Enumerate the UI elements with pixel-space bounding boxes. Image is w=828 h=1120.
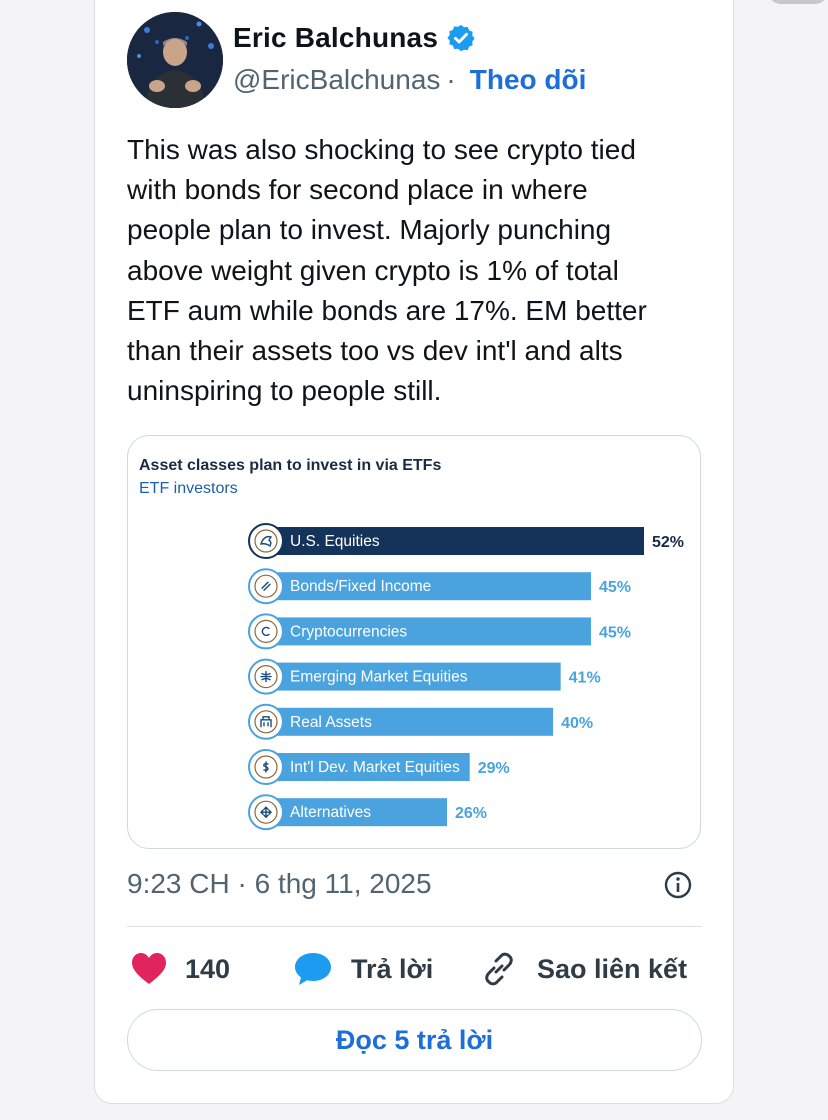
avatar[interactable]	[127, 12, 223, 108]
tweet-timestamp[interactable]: 9:23 CH · 6 thg 11, 2025	[127, 868, 432, 899]
author-handle[interactable]: @EricBalchunas	[233, 64, 441, 95]
bar	[264, 662, 561, 691]
author-block: Eric Balchunas @EricBalchunas · Theo dõi	[233, 20, 586, 96]
author-name[interactable]: Eric Balchunas	[233, 22, 439, 53]
bar	[264, 753, 470, 781]
like-button[interactable]: 140	[131, 946, 230, 992]
like-count: 140	[185, 953, 231, 984]
bar	[264, 527, 644, 555]
avatar-image	[127, 12, 223, 108]
tweet-line: ETF aum while bonds are 17%. EM better	[127, 294, 647, 326]
follow-button[interactable]: Theo dõi	[469, 64, 587, 95]
dollar-coin-icon	[263, 761, 269, 773]
bar-value-label: 26%	[455, 805, 487, 822]
bar	[264, 617, 591, 646]
bar-category-label: Emerging Market Equities	[290, 669, 468, 686]
tweet-line: uninspiring to people still.	[127, 375, 442, 407]
tweet-text: This was also shocking to see crypto tie…	[127, 130, 707, 411]
info-icon[interactable]	[663, 870, 693, 900]
bar-category-label: Cryptocurrencies	[290, 623, 407, 640]
bar-icon-inner	[254, 529, 278, 553]
bar-chart: Asset classes plan to invest in via ETFs…	[139, 457, 684, 831]
tweet-media-chart[interactable]: Asset classes plan to invest in via ETFs…	[127, 435, 701, 849]
bar-category-label: Int'l Dev. Market Equities	[290, 759, 460, 776]
heart-icon	[132, 953, 166, 984]
eagle-icon	[259, 535, 273, 548]
verified-badge-icon	[447, 24, 475, 52]
arrows-icon	[260, 806, 272, 819]
bar-category-label: Real Assets	[290, 714, 372, 731]
bar-icon-inner	[254, 755, 278, 779]
bar	[264, 707, 554, 736]
read-replies-button[interactable]: Đọc 5 trả lời	[127, 1009, 702, 1071]
bar-icon-inner	[254, 574, 278, 598]
bar-icon-inner	[254, 665, 278, 689]
bar-value-label: 41%	[569, 670, 601, 687]
tweet-line: This was also shocking to see crypto tie…	[127, 134, 636, 165]
bar-category-label: Alternatives	[290, 804, 371, 821]
tweet-line: above weight given crypto is 1% of total	[127, 254, 619, 286]
bar-category-label: Bonds/Fixed Income	[290, 578, 431, 595]
chart-subtitle: ETF investors	[139, 480, 238, 497]
copy-link-button[interactable]: Sao liên kết	[479, 946, 687, 992]
globe-icon	[260, 670, 272, 683]
separator-dot: ·	[446, 64, 456, 95]
bar-value-label: 45%	[599, 579, 631, 596]
bar-icon-ring	[248, 703, 284, 740]
tweet-line: with bonds for second place in where	[127, 174, 588, 206]
tweet-line: people plan to invest. Majorly punching	[127, 214, 612, 246]
bar-value-label: 52%	[652, 534, 684, 551]
link-icon	[485, 952, 513, 986]
tweet-line: than their assets too vs dev int'l and a…	[127, 335, 623, 367]
top-right-corner	[768, 0, 828, 4]
link-icon	[261, 581, 271, 591]
building-icon	[260, 716, 272, 728]
bar-category-label: U.S. Equities	[290, 533, 380, 550]
reply-button[interactable]: Trả lời	[293, 946, 433, 992]
coin-icon	[261, 626, 270, 637]
bar-icon-inner	[254, 800, 278, 824]
bar-icon-inner	[254, 710, 278, 734]
copy-link-label: Sao liên kết	[537, 953, 688, 984]
speech-bubble-icon	[295, 953, 331, 985]
bar-value-label: 29%	[478, 760, 510, 777]
chart-title: Asset classes plan to invest in via ETFs	[139, 457, 441, 474]
bar-value-label: 45%	[599, 624, 631, 641]
bar-icon-inner	[254, 619, 278, 643]
action-bar: 140 Trả lời Sao liên kết	[127, 946, 702, 992]
reply-label: Trả lời	[351, 953, 434, 984]
bar	[264, 798, 447, 827]
bar-value-label: 40%	[561, 715, 593, 732]
bar-icon-ring	[248, 568, 284, 605]
bar-icon-ring	[248, 613, 284, 650]
bar	[264, 572, 591, 601]
divider	[127, 926, 702, 927]
